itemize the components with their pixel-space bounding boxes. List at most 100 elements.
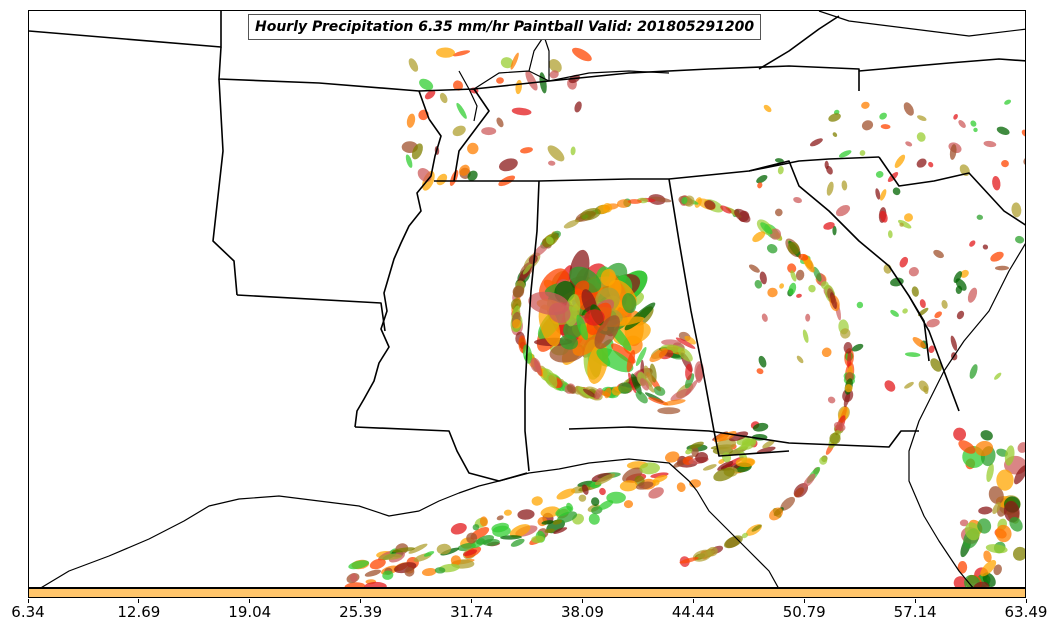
paintball xyxy=(851,343,864,352)
paintball xyxy=(775,208,783,217)
colorbar-tick-label: 44.44 xyxy=(671,603,715,621)
paintball xyxy=(875,170,884,178)
paintball xyxy=(996,448,1008,457)
paintball xyxy=(829,432,841,445)
paintball xyxy=(650,196,672,203)
paintball xyxy=(511,107,532,116)
paintball xyxy=(840,328,851,339)
colorbar-tick xyxy=(138,599,140,603)
paintball xyxy=(908,267,919,277)
paintball xyxy=(635,481,654,490)
colorbar-tick-label: 57.14 xyxy=(893,603,937,621)
paintball xyxy=(675,337,696,349)
paintball xyxy=(793,197,803,204)
paintball xyxy=(695,363,704,383)
paintball xyxy=(439,92,448,104)
paintball xyxy=(588,513,600,525)
paintball xyxy=(512,285,525,298)
paintball xyxy=(780,496,795,511)
paintball xyxy=(861,101,870,109)
paintball xyxy=(600,268,616,287)
map-panel xyxy=(28,10,1026,588)
paintball xyxy=(579,208,601,221)
paintball xyxy=(689,441,704,449)
paintball xyxy=(752,422,769,432)
paintball xyxy=(640,378,649,391)
paintball xyxy=(955,278,967,291)
paintball xyxy=(349,573,358,583)
paintball xyxy=(639,462,660,475)
paintball xyxy=(856,301,864,309)
paintball xyxy=(679,557,699,564)
paintball xyxy=(436,173,448,186)
paintball xyxy=(992,502,1001,514)
paintball xyxy=(996,469,1014,491)
paintball xyxy=(553,527,568,534)
paintball xyxy=(466,532,478,544)
paintball xyxy=(993,564,1002,576)
paintball xyxy=(787,263,797,274)
paintball xyxy=(758,355,767,368)
paintball xyxy=(436,47,455,58)
paintball xyxy=(941,299,948,309)
precipitation-paintballs xyxy=(344,47,1025,587)
paintball xyxy=(498,158,518,172)
paintball xyxy=(548,59,562,73)
paintball xyxy=(957,561,968,574)
paintball xyxy=(970,120,977,127)
paintball xyxy=(880,124,891,130)
paintball xyxy=(959,519,969,527)
paintball xyxy=(574,101,582,113)
paintball xyxy=(949,144,957,160)
paintball xyxy=(450,555,462,566)
paintball xyxy=(594,473,616,486)
paintball xyxy=(803,473,816,488)
paintball xyxy=(1003,500,1020,523)
paintball xyxy=(905,141,913,147)
paintball xyxy=(796,355,804,364)
paintball xyxy=(787,241,800,255)
paintball xyxy=(757,182,763,189)
paintball xyxy=(452,80,464,91)
paintball xyxy=(958,440,976,454)
paintball xyxy=(986,463,994,483)
paintball xyxy=(919,299,926,309)
paintball xyxy=(796,293,802,298)
paintball xyxy=(635,391,648,404)
paintball xyxy=(643,365,653,387)
paintball xyxy=(581,484,589,495)
paintball xyxy=(835,204,851,217)
paintball xyxy=(879,112,887,120)
paintball xyxy=(802,329,809,343)
paintball xyxy=(761,313,768,322)
paintball xyxy=(953,271,962,283)
paintball xyxy=(760,222,773,235)
paintball xyxy=(423,551,435,557)
paintball xyxy=(795,269,805,281)
paintball xyxy=(899,222,904,227)
paintball xyxy=(766,243,778,254)
paintball xyxy=(980,430,993,441)
paintball xyxy=(812,266,822,282)
paintball xyxy=(898,219,912,229)
paintball xyxy=(894,154,906,168)
paintball xyxy=(520,147,533,154)
paintball xyxy=(602,203,613,213)
paintball xyxy=(594,388,603,400)
paintball xyxy=(545,236,554,245)
paintball xyxy=(838,150,852,158)
paintball xyxy=(547,145,565,162)
paintball xyxy=(548,160,556,166)
paintball xyxy=(572,47,592,62)
paintball xyxy=(591,497,600,506)
colorbar-tick xyxy=(360,599,362,603)
paintball xyxy=(967,287,978,303)
paintball xyxy=(382,570,394,580)
paintball xyxy=(596,347,634,373)
paintball xyxy=(661,339,682,347)
paintball xyxy=(953,576,967,587)
paintball xyxy=(756,368,764,375)
paintball xyxy=(983,140,997,148)
paintball xyxy=(599,487,606,496)
paintball xyxy=(844,384,853,393)
